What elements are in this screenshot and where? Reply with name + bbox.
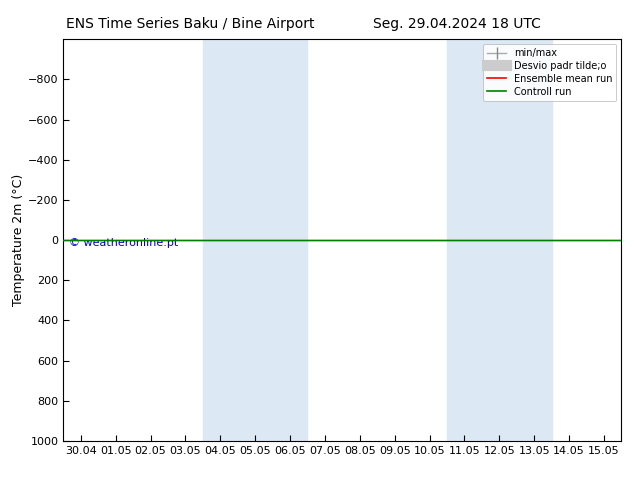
Bar [447,39,552,441]
Text: ENS Time Series Baku / Bine Airport: ENS Time Series Baku / Bine Airport [66,17,314,31]
Text: Seg. 29.04.2024 18 UTC: Seg. 29.04.2024 18 UTC [373,17,540,31]
Legend: min/max, Desvio padr tilde;o, Ensemble mean run, Controll run: min/max, Desvio padr tilde;o, Ensemble m… [483,44,616,100]
Y-axis label: Temperature 2m (°C): Temperature 2m (°C) [12,174,25,306]
Text: © weatheronline.pt: © weatheronline.pt [69,238,178,248]
Bar [203,39,307,441]
